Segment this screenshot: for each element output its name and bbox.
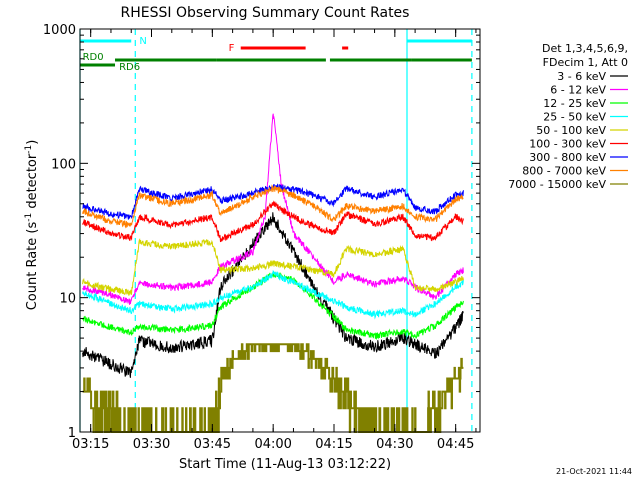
legend-label-1: 6 - 12 keV	[550, 84, 606, 97]
y-tick-label-0: 1	[68, 426, 76, 441]
y-tick-label-3: 1000	[43, 23, 76, 38]
series-line-4	[82, 238, 464, 296]
flare-label: F	[229, 43, 235, 54]
legend-header-1: Det 1,3,4,5,6,9,	[542, 42, 628, 55]
rd0-label: RD0	[83, 52, 104, 63]
legend-header-2: FDecim 1, Att 0	[543, 56, 628, 69]
rd6-label: RD6	[119, 62, 140, 73]
legend-label-3: 25 - 50 keV	[543, 111, 606, 124]
y-axis-label: Count Rate (s-1 detector-1)	[24, 140, 40, 311]
series-line-1	[82, 113, 464, 305]
legend-label-8: 7000 - 15000 keV	[508, 178, 606, 191]
plot-frame	[79, 28, 481, 433]
timestamp: 21-Oct-2021 11:44	[556, 467, 632, 476]
legend-label-2: 12 - 25 keV	[543, 97, 606, 110]
x-tick-label-6: 04:45	[437, 437, 474, 452]
y-tick-label-1: 10	[59, 292, 76, 307]
y-tick-label-2: 100	[51, 157, 76, 172]
x-tick-label-0: 03:15	[72, 437, 109, 452]
chart-title: RHESSI Observing Summary Count Rates	[121, 5, 410, 21]
plot-area: N F RD0 RD6 1 10 100 1000 03:15 03:30 03:45 04:00 04…	[43, 23, 481, 452]
x-tick-label-5: 04:30	[376, 437, 413, 452]
series-line-0	[82, 212, 464, 378]
legend-label-6: 300 - 800 keV	[529, 151, 606, 164]
series-line-3	[82, 270, 464, 320]
x-tick-label-3: 04:00	[254, 437, 291, 452]
legend-label-5: 100 - 300 keV	[529, 138, 606, 151]
x-tick-label-2: 03:45	[194, 437, 231, 452]
x-tick-label-1: 03:30	[133, 437, 170, 452]
legend-label-7: 800 - 7000 keV	[522, 165, 606, 178]
x-axis-label: Start Time (11-Aug-13 03:12:22)	[179, 457, 391, 472]
series-line-7	[82, 184, 464, 229]
series-line-2	[82, 270, 464, 341]
legend-label-0: 3 - 6 keV	[557, 70, 606, 83]
night-label: N	[139, 36, 146, 47]
legend-label-4: 50 - 100 keV	[536, 124, 606, 137]
series-line-5	[82, 200, 464, 243]
x-tick-label-4: 04:15	[315, 437, 352, 452]
legend: Det 1,3,4,5,6,9, FDecim 1, Att 0 3 - 6 k…	[508, 42, 628, 191]
